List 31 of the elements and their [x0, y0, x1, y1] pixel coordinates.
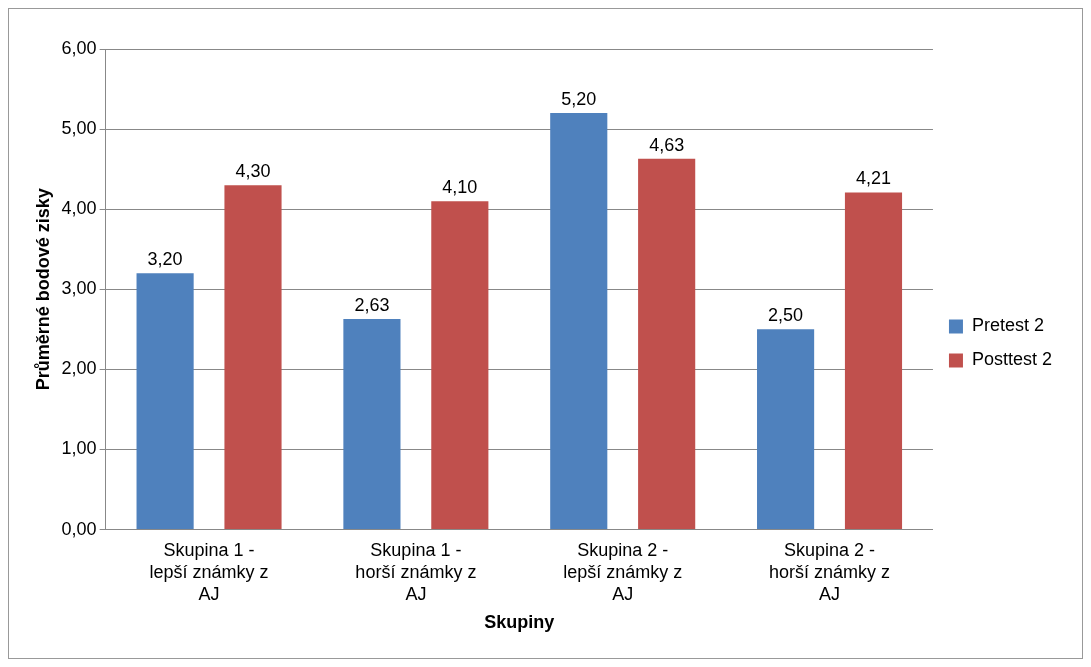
bar	[343, 318, 401, 530]
bar	[550, 113, 608, 530]
x-tick-label: Skupina 2 - lepší známky z AJ	[563, 540, 683, 604]
x-tick-label: Skupina 1 - horší známky z AJ	[355, 540, 477, 604]
y-tick-label: 3,00	[61, 278, 97, 299]
y-tick-label: 4,00	[61, 198, 97, 219]
bar	[757, 329, 815, 530]
data-label: 3,20	[147, 249, 183, 270]
data-label: 5,20	[561, 89, 597, 110]
bar	[224, 185, 282, 530]
data-label: 4,10	[442, 177, 478, 198]
x-tick-label: Skupina 2 - horší známky z AJ	[769, 540, 891, 604]
bar	[136, 273, 194, 530]
x-axis-title: Skupiny	[484, 612, 555, 633]
data-label: 4,30	[235, 161, 271, 182]
data-label: 4,21	[855, 168, 892, 189]
y-tick-label: 1,00	[61, 438, 97, 459]
bar	[431, 201, 489, 530]
bar	[844, 192, 903, 530]
x-tick-label: Skupina 1 - lepší známky z AJ	[149, 540, 269, 604]
legend-label: Posttest 2	[971, 349, 1052, 370]
data-label: 2,50	[768, 305, 804, 326]
legend-label: Pretest 2	[971, 315, 1044, 336]
y-tick-label: 6,00	[61, 37, 97, 58]
y-axis-title: Průměrné bodové zisky	[32, 188, 53, 391]
data-label: 4,63	[649, 134, 685, 155]
y-tick-label: 2,00	[61, 358, 97, 379]
y-tick-label: 5,00	[61, 118, 97, 139]
bar	[638, 158, 696, 530]
y-tick-label: 0,00	[61, 518, 97, 539]
data-label: 2,63	[354, 294, 390, 315]
